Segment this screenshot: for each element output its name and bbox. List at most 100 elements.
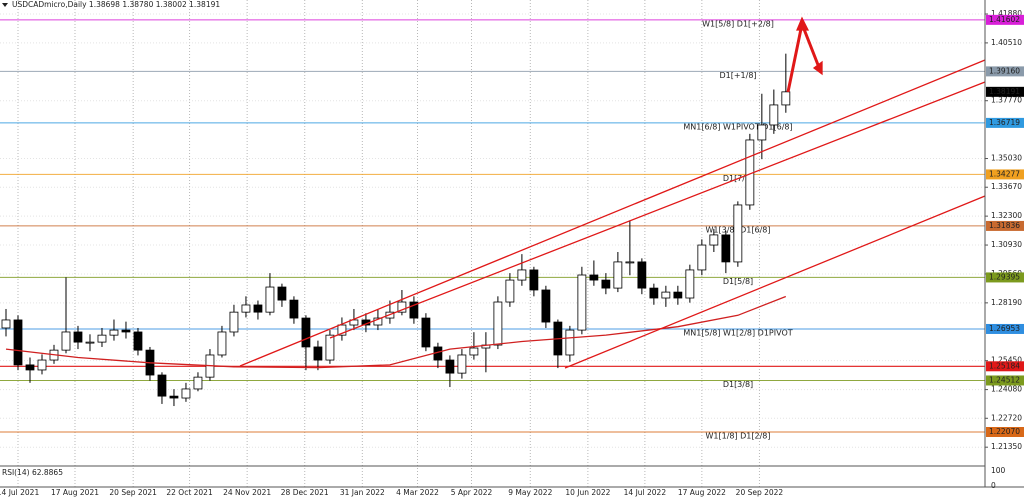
candle-body: [781, 91, 791, 106]
candle-body: [25, 364, 35, 371]
level-label: MN1[6/8] W1PIVOT D1[6/8]: [683, 122, 792, 131]
price-box: [986, 86, 1024, 97]
x-tick-label: 17 Aug 2022: [678, 488, 726, 497]
price-box: [986, 117, 1024, 128]
arrow-head: [796, 16, 810, 31]
price-box-label: 1.38191: [989, 87, 1020, 96]
candle-body: [697, 244, 707, 271]
candle-body: [73, 331, 83, 343]
candle-body: [289, 299, 299, 319]
price-box-label: 1.29395: [989, 272, 1020, 281]
candle-body: [313, 346, 323, 361]
price-box: [986, 426, 1024, 437]
candle-body: [157, 374, 167, 397]
candle-body: [517, 269, 527, 281]
price-box-label: 1.26953: [989, 324, 1020, 333]
candle-body: [769, 104, 779, 126]
candle-body: [493, 301, 503, 346]
price-box-label: 1.41602: [989, 15, 1020, 24]
candle-body: [709, 234, 719, 246]
candle-body: [349, 319, 359, 326]
candle-body: [409, 301, 419, 319]
price-box: [986, 66, 1024, 77]
candle-body: [421, 317, 431, 348]
price-box: [986, 375, 1024, 386]
candle-body: [301, 317, 311, 348]
candle-body: [229, 311, 239, 333]
price-box-label: 1.34277: [989, 169, 1020, 178]
trend-line: [329, 81, 986, 339]
candle-body: [121, 329, 131, 333]
candle-body: [13, 319, 23, 366]
x-tick-label: 22 Oct 2021: [166, 488, 213, 497]
x-tick-label: 9 May 2022: [508, 488, 552, 497]
candle-body: [469, 347, 479, 356]
price-box-label: 1.24512: [989, 375, 1020, 384]
x-tick-label: 14 Jul 2022: [624, 488, 667, 497]
y-tick-label: 1.24080: [991, 385, 1022, 394]
candles: [1, 53, 791, 407]
price-box: [986, 323, 1024, 334]
y-tick-label: 1.22720: [991, 413, 1022, 422]
candle-body: [181, 388, 191, 399]
x-tick-label: 10 Jun 2022: [565, 488, 610, 497]
candle-body: [589, 274, 599, 281]
candle-body: [217, 331, 227, 356]
candle-body: [565, 329, 575, 356]
y-tick-label: 1.21350: [991, 442, 1022, 451]
candle-body: [193, 376, 203, 390]
level-label: MN1[5/8] W1[2/8] D1PIVOT: [683, 328, 792, 337]
chart-title: USDCADmicro,Daily 1.38698 1.38780 1.3800…: [12, 0, 220, 9]
y-tick-label: 1.30930: [991, 240, 1022, 249]
candle-body: [529, 269, 539, 291]
trend-line: [239, 59, 986, 367]
price-box-label: 1.36719: [989, 118, 1020, 127]
candle-body: [373, 317, 383, 326]
price-box-label: 1.25184: [989, 361, 1020, 370]
y-tick-label: 1.25450: [991, 356, 1022, 365]
candle-body: [277, 286, 287, 301]
candle-body: [337, 324, 347, 336]
candle-body: [325, 334, 335, 361]
trend-lines: [239, 16, 986, 369]
candle-body: [721, 234, 731, 263]
candle-body: [673, 291, 683, 299]
candle-body: [241, 304, 251, 313]
y-tick-label: 1.40510: [991, 38, 1022, 47]
y-tick-label: 1.37770: [991, 96, 1022, 105]
menu-triangle: [2, 3, 8, 7]
candle-body: [457, 354, 467, 374]
candle-body: [397, 301, 407, 313]
candle-body: [637, 261, 647, 289]
trend-line: [564, 195, 986, 369]
candle-body: [97, 334, 107, 343]
candle-body: [133, 331, 143, 351]
candle-body: [505, 279, 515, 303]
x-tick-label: 14 Jul 2021: [0, 488, 39, 497]
price-box-label: 1.39160: [989, 66, 1020, 75]
y-tick-label: 1.41880: [991, 9, 1022, 18]
candle-body: [253, 304, 263, 313]
x-tick-label: 4 Mar 2022: [396, 488, 439, 497]
x-tick-label: 28 Dec 2021: [281, 488, 329, 497]
rsi-tick-label: 0: [991, 481, 996, 490]
candle-body: [265, 286, 275, 313]
x-tick-label: 20 Sep 2022: [736, 488, 784, 497]
axis: 14 Jul 2021 17 Aug 2021 20 Sep 2021 22 Oct …: [0, 9, 1024, 497]
candle-body: [649, 287, 659, 299]
candle-body: [757, 124, 767, 141]
candle-body: [601, 279, 611, 289]
candle-body: [169, 395, 179, 399]
arrow-head: [812, 60, 823, 76]
level-label: D1[5/8]: [723, 277, 753, 286]
candle-body: [661, 291, 671, 299]
moving-average: [5, 295, 787, 369]
price-box-label: 1.22070: [989, 427, 1020, 436]
price-box: [986, 220, 1024, 231]
x-tick-label: 24 Nov 2021: [223, 488, 271, 497]
rsi-label: RSI(14) 62.8865: [2, 468, 63, 477]
x-tick-label: 17 Aug 2021: [51, 488, 99, 497]
